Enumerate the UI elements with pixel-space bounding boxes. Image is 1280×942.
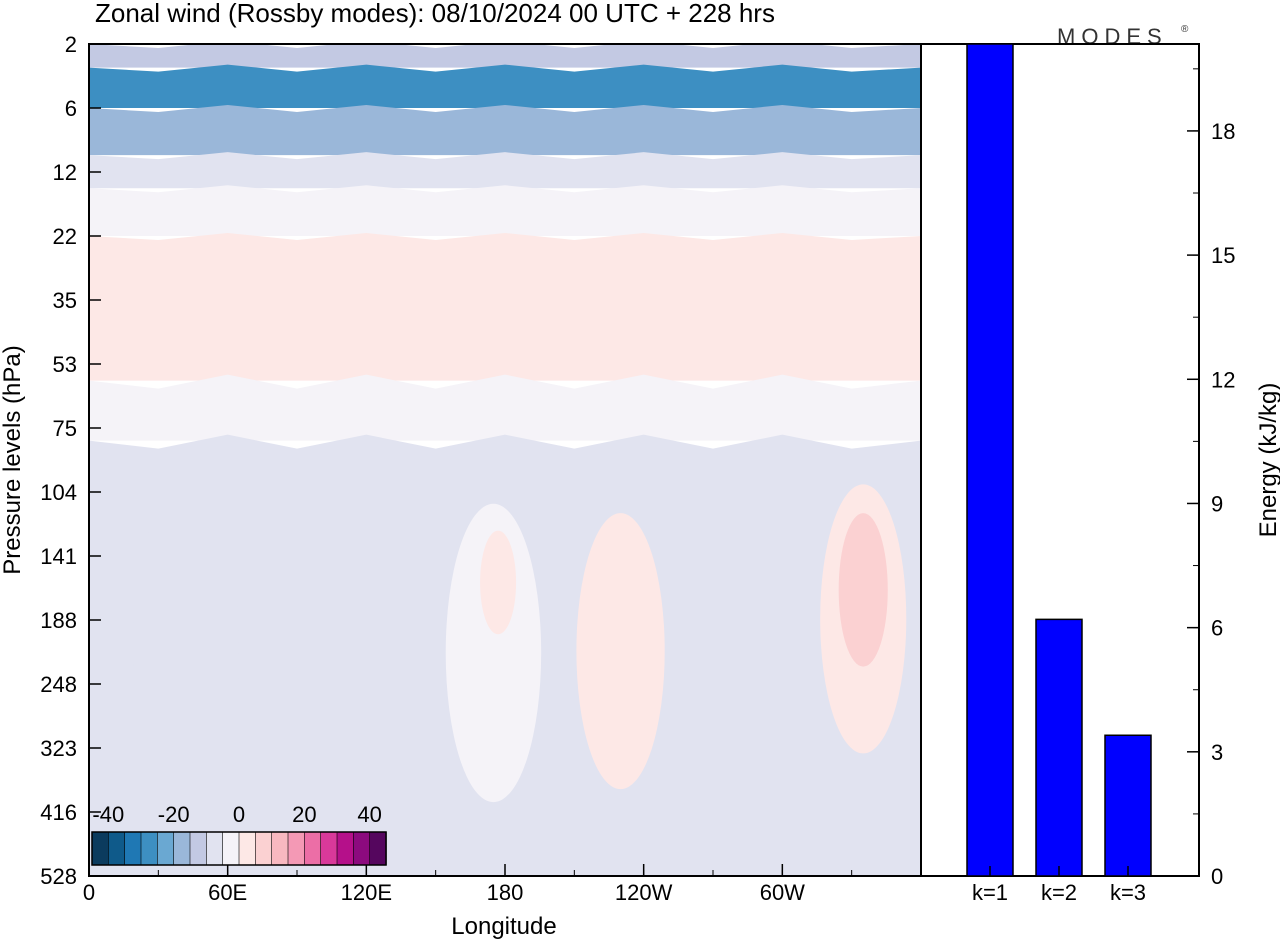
colorbar-tick-label: 0 [233,802,245,827]
x-axis-label: Longitude [451,913,556,940]
x-tick-label: 120W [615,880,673,905]
x-tick-label: 120E [341,880,392,905]
energy-tick-label: 15 [1211,243,1235,268]
energy-bar [1104,734,1152,877]
wind-band [89,152,921,189]
wavenumber-ticks: k=1 k=2 k=3 [972,866,1146,905]
energy-bar [1035,618,1083,877]
colorbar-swatch [124,831,142,866]
wind-band [89,105,921,156]
pressure-ticks: 2 6 12 22 35 53 75 104 141 188 248 323 416 528 [40,32,101,889]
wind-blob [838,513,888,667]
chart-title: Zonal wind (Rossby modes): 08/10/2024 00… [95,0,775,28]
energy-ticks: 0 3 6 9 12 15 18 [1187,68,1235,889]
colorbar-swatch [304,831,322,866]
energy-tick-label: 9 [1211,491,1223,516]
colorbar [91,831,387,866]
colorbar-labels: -40 -20 0 20 40 [92,802,381,827]
colorbar-tick-label: 40 [357,802,381,827]
colorbar-swatch [91,831,110,866]
y-tick-label: 248 [40,672,77,697]
y-tick-label: 22 [53,224,77,249]
bar-x-tick-label: k=1 [972,880,1008,905]
energy-tick-label: 0 [1211,864,1223,889]
x-tick-label: 180 [487,880,524,905]
bar-x-tick-label: k=3 [1110,880,1146,905]
wind-band [89,44,921,68]
y-tick-label: 141 [40,544,77,569]
y-tick-label: 75 [53,416,77,441]
colorbar-swatch [189,831,208,866]
colorbar-swatch [206,831,224,866]
wind-band [89,374,921,441]
logo-mark: ® [1181,24,1189,35]
y-tick-label: 6 [65,96,77,121]
energy-tick-label: 6 [1211,616,1223,641]
colorbar-swatch [369,831,387,866]
y-tick-label: 188 [40,608,77,633]
colorbar-swatch [336,831,355,866]
wind-blob [445,503,542,803]
energy-tick-label: 18 [1211,119,1235,144]
y-tick-label: 35 [53,288,77,313]
wind-features [133,484,907,815]
colorbar-swatch [353,831,371,866]
wind-blob [133,484,239,815]
x-tick-label: 60W [760,880,805,905]
y-tick-label: 104 [40,480,77,505]
y-tick-label: 2 [65,32,77,57]
wind-band [89,64,921,108]
colorbar-tick-label: -40 [92,802,124,827]
colorbar-frame [91,831,387,866]
y-tick-label: 416 [40,800,77,825]
energy-tick-label: 3 [1211,740,1223,765]
y-tick-label: 323 [40,736,77,761]
energy-bar [966,43,1014,877]
x-tick-label: 0 [83,880,95,905]
colorbar-tick-label: 20 [292,802,316,827]
wind-band [89,185,921,236]
wind-band [89,233,921,381]
energy-tick-label: 12 [1211,367,1235,392]
colorbar-swatch [140,831,159,866]
y-tick-label: 528 [40,864,77,889]
colorbar-swatch [255,831,273,866]
x-tick-label: 60E [208,880,247,905]
colorbar-swatch [320,831,338,866]
colorbar-swatch [157,831,175,866]
colorbar-swatch [222,831,240,866]
wind-blob [480,530,517,635]
colorbar-tick-label: -20 [158,802,190,827]
colorbar-swatch [238,831,257,866]
colorbar-swatch [287,831,306,866]
contour-plot [89,44,921,876]
colorbar-swatch [108,831,126,866]
longitude-ticks: 0 60E 120E 180 120W 60W [83,864,853,905]
y-tick-label: 53 [53,352,77,377]
y-tick-label: 12 [53,160,77,185]
wind-blob [600,538,641,667]
bar-x-tick-label: k=2 [1041,880,1077,905]
energy-axis-label: Energy (kJ/kg) [1255,383,1280,538]
colorbar-swatch [271,831,289,866]
colorbar-swatch [173,831,191,866]
y-axis-label: Pressure levels (hPa) [0,345,26,574]
